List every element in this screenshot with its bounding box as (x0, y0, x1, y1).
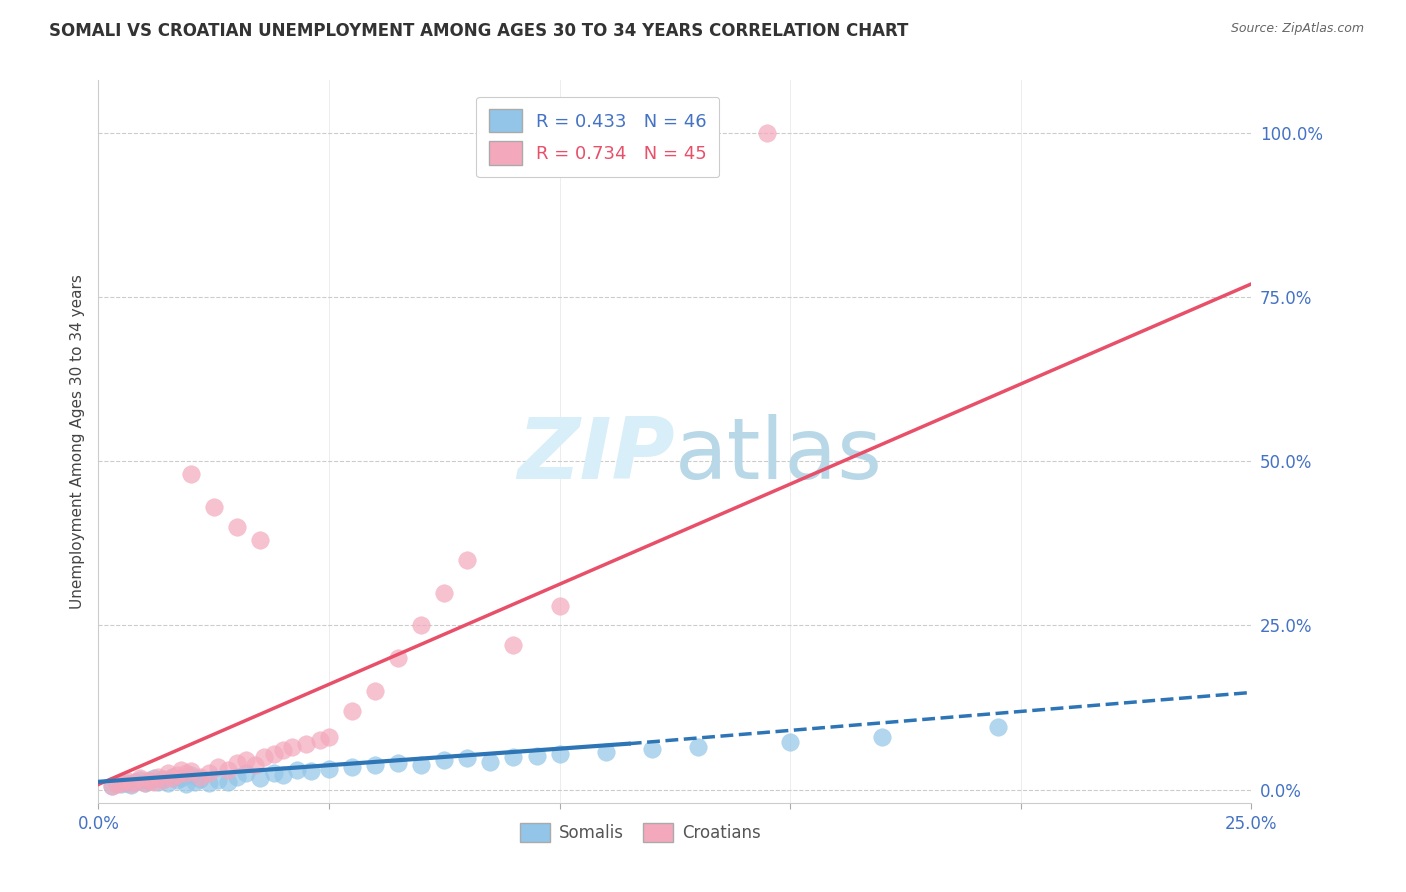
Point (148, 770, 170, 784)
Point (502, 749, 524, 764)
Point (686, 739, 709, 754)
Point (188, 772, 211, 786)
Point (548, 747, 571, 761)
Point (285, 763, 308, 777)
Text: ZIP: ZIP (517, 415, 675, 498)
Point (129, 771, 152, 785)
Point (166, 772, 188, 787)
Point (188, 770, 211, 784)
Point (202, 500, 225, 515)
Text: SOMALI VS CROATIAN UNEMPLOYMENT AMONG AGES 30 TO 34 YEARS CORRELATION CHART: SOMALI VS CROATIAN UNEMPLOYMENT AMONG AG… (49, 22, 908, 40)
Point (548, 599, 571, 613)
Point (124, 774, 146, 789)
Point (115, 776, 138, 790)
Point (433, 585, 456, 599)
Point (120, 777, 142, 791)
Point (101, 780, 124, 794)
Point (138, 772, 160, 787)
Point (411, 757, 433, 772)
Point (249, 771, 271, 785)
Point (872, 730, 894, 744)
Point (170, 771, 193, 785)
Point (115, 772, 138, 787)
Point (987, 720, 1010, 734)
Point (387, 651, 409, 665)
Point (235, 766, 257, 780)
Point (235, 753, 257, 767)
Point (198, 776, 221, 790)
Point (217, 763, 239, 777)
Point (110, 777, 132, 791)
Point (308, 733, 330, 747)
Point (174, 777, 197, 791)
Point (502, 638, 524, 652)
Point (120, 778, 142, 792)
Y-axis label: Unemployment Among Ages 30 to 34 years: Unemployment Among Ages 30 to 34 years (69, 274, 84, 609)
Point (479, 755, 502, 769)
Point (134, 776, 156, 790)
Point (526, 748, 548, 763)
Point (217, 774, 239, 789)
Point (295, 737, 318, 751)
Point (198, 766, 221, 780)
Point (756, 126, 779, 140)
Point (207, 760, 229, 774)
Point (779, 735, 801, 749)
Point (299, 764, 322, 779)
Point (253, 749, 276, 764)
Point (225, 756, 247, 771)
Point (160, 770, 183, 784)
Point (340, 760, 363, 774)
Point (364, 757, 387, 772)
Point (271, 743, 294, 757)
Point (318, 762, 340, 776)
Point (225, 520, 247, 534)
Point (110, 776, 132, 790)
Point (456, 751, 478, 765)
Point (160, 771, 183, 785)
Legend: Somalis, Croatians: Somalis, Croatians (513, 816, 768, 848)
Point (124, 774, 146, 789)
Point (180, 467, 202, 482)
Point (134, 776, 156, 790)
Point (184, 774, 207, 789)
Point (387, 756, 409, 771)
Point (340, 704, 363, 718)
Point (152, 772, 174, 787)
Point (170, 763, 193, 777)
Point (364, 684, 387, 698)
Point (129, 772, 152, 787)
Point (263, 747, 285, 761)
Point (152, 772, 174, 786)
Point (595, 745, 617, 759)
Point (318, 730, 340, 744)
Point (105, 777, 128, 791)
Point (207, 772, 229, 787)
Point (245, 757, 267, 772)
Point (101, 780, 124, 794)
Point (180, 764, 202, 779)
Point (156, 776, 179, 790)
Point (641, 742, 664, 756)
Text: atlas: atlas (675, 415, 883, 498)
Point (156, 766, 179, 780)
Point (271, 768, 294, 782)
Point (225, 770, 247, 784)
Point (174, 766, 197, 780)
Point (166, 768, 188, 782)
Point (138, 774, 160, 789)
Point (148, 774, 170, 789)
Point (249, 533, 271, 547)
Point (433, 753, 456, 767)
Point (142, 774, 165, 789)
Point (411, 618, 433, 632)
Point (281, 739, 304, 754)
Point (456, 553, 478, 567)
Point (142, 771, 165, 785)
Point (263, 766, 285, 780)
Text: Source: ZipAtlas.com: Source: ZipAtlas.com (1230, 22, 1364, 36)
Point (180, 768, 202, 782)
